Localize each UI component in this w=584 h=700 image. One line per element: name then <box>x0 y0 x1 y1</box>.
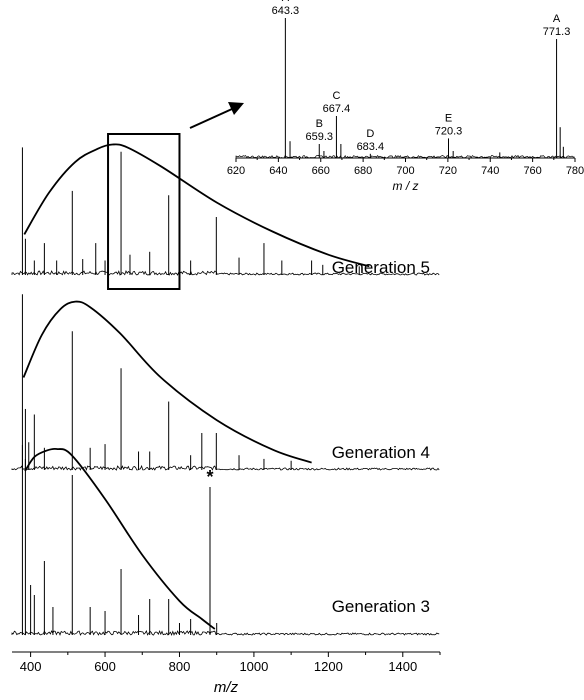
spectrum-panel: Generation 4 <box>11 294 440 471</box>
axis-tick-label: 600 <box>94 659 116 674</box>
inset-tick-label: 780 <box>566 165 584 177</box>
inset-axis-title: m / z <box>393 179 419 193</box>
envelope-curve <box>22 300 312 464</box>
envelope-curve <box>24 447 216 630</box>
zoom-box <box>107 133 181 290</box>
axis-tick-label: 400 <box>20 659 42 674</box>
inset-tick-label: 700 <box>396 165 414 177</box>
peak-letter-label: C <box>332 90 340 102</box>
inset-tick-label: 760 <box>523 165 541 177</box>
peak-letter-label: E <box>445 112 452 124</box>
axis-tick-label: 1200 <box>314 659 343 674</box>
peak-mz-label: 643.3 <box>272 5 300 17</box>
main-x-axis-title: m/z <box>214 679 239 696</box>
inset-tick-label: 660 <box>312 165 330 177</box>
axis-tick-label: 1000 <box>239 659 268 674</box>
inset-baseline-noise <box>235 154 575 159</box>
baseline-noise <box>11 630 440 636</box>
baseline-noise <box>11 270 440 276</box>
spectrum-panel: Generation 3 * <box>11 445 440 636</box>
peak-letter-label: A <box>282 0 290 4</box>
peak-mz-label: 771.3 <box>543 26 571 38</box>
peak-mz-label: 659.3 <box>306 131 334 143</box>
generation-label: Generation 5 <box>332 258 430 277</box>
baseline-noise <box>11 464 440 471</box>
peak-mz-label: 683.4 <box>357 141 385 153</box>
main-x-axis: 400 600 800 1000 1200 1400 <box>12 651 441 674</box>
peak-letter-label: A <box>553 13 561 25</box>
generation-label: Generation 3 <box>332 597 430 616</box>
peak-mz-label: 667.4 <box>323 103 351 115</box>
asterisk-annotation: * <box>206 467 213 487</box>
inset-tick-label: 640 <box>269 165 287 177</box>
peak-letter-label: D <box>366 128 374 140</box>
panels-layer: Generation 5 Generation 4 Generation 3 * <box>11 143 440 636</box>
generation-label: Generation 4 <box>332 443 430 462</box>
inset-tick-label: 720 <box>439 165 457 177</box>
zoom-indicator <box>107 102 244 290</box>
inset-tick-label: 680 <box>354 165 372 177</box>
peak-letter-label: B <box>316 118 323 130</box>
envelope-curve <box>23 143 370 268</box>
axis-tick-label: 1400 <box>388 659 417 674</box>
inset-tick-label: 620 <box>227 165 245 177</box>
zoom-arrow-shaft <box>189 108 233 129</box>
peak-mz-label: 720.3 <box>435 125 463 137</box>
zoom-arrow-head <box>228 102 244 115</box>
inset-tick-label: 740 <box>481 165 499 177</box>
spectrum-panel: Generation 5 <box>11 143 440 277</box>
axis-tick-label: 800 <box>169 659 191 674</box>
